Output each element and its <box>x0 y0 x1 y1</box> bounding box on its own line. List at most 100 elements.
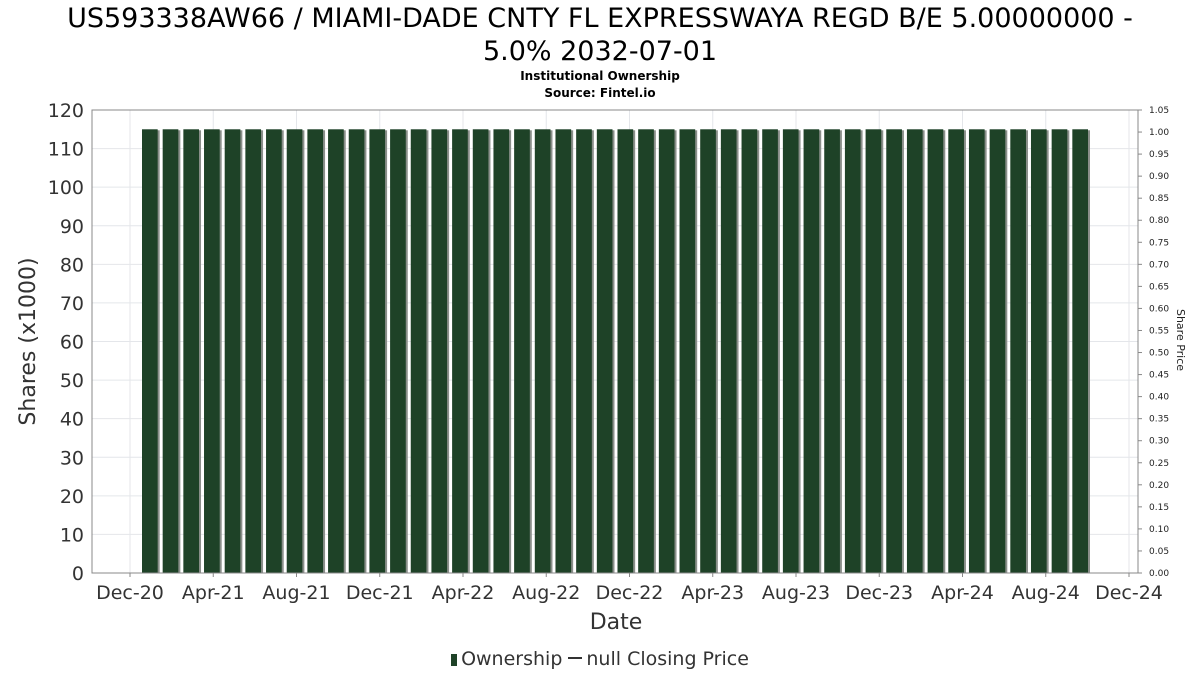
bar <box>245 129 262 573</box>
y-tick-label: 40 <box>60 409 84 431</box>
y2-tick-label: 0.70 <box>1149 260 1169 270</box>
y-tick-label: 20 <box>60 486 84 508</box>
y2-tick-label: 0.35 <box>1149 415 1169 425</box>
bar <box>369 129 386 573</box>
bar <box>431 129 448 573</box>
x-tick-label: Dec-23 <box>845 582 913 604</box>
y2-tick-label: 1.05 <box>1149 106 1169 116</box>
bar <box>989 129 1006 573</box>
y2-tick-label: 1.00 <box>1149 128 1169 138</box>
x-tick-label: Aug-24 <box>1012 582 1080 604</box>
bar <box>410 129 427 573</box>
chart-title-line1: US593338AW66 / MIAMI-DADE CNTY FL EXPRES… <box>67 3 1133 34</box>
legend-ownership-label: Ownership <box>461 648 563 670</box>
x-tick-label: Aug-23 <box>762 582 830 604</box>
y2-tick-label: 0.20 <box>1149 481 1169 491</box>
x-tick-label: Aug-21 <box>262 582 330 604</box>
legend-price-label: null Closing Price <box>586 648 749 670</box>
legend-ownership-swatch <box>451 654 458 666</box>
x-axis-label: Date <box>590 610 643 635</box>
y-tick-label: 70 <box>60 293 84 315</box>
y2-tick-label: 0.40 <box>1149 393 1169 403</box>
bar <box>493 129 510 573</box>
bar <box>1072 129 1088 573</box>
bar <box>266 129 282 573</box>
x-tick-label: Aug-22 <box>512 582 580 604</box>
bar <box>844 129 861 573</box>
bar <box>534 129 551 573</box>
chart-legend: Ownership null Closing Price <box>0 648 1200 670</box>
y-tick-label: 100 <box>48 177 84 199</box>
bar <box>906 129 923 573</box>
bar <box>700 129 716 573</box>
bar <box>162 129 179 573</box>
y2-tick-label: 0.55 <box>1149 326 1169 336</box>
bar <box>638 129 654 573</box>
y-axis-label: Shares (x1000) <box>16 257 41 425</box>
x-tick-label: Apr-21 <box>182 582 245 604</box>
y2-tick-label: 0.60 <box>1149 304 1169 314</box>
bar <box>617 129 634 573</box>
y2-tick-label: 0.15 <box>1149 503 1169 513</box>
bar <box>886 129 902 573</box>
x-tick-label: Apr-24 <box>931 582 994 604</box>
y-tick-label: 120 <box>48 100 84 122</box>
y-tick-label: 10 <box>60 524 84 546</box>
bar <box>968 129 985 573</box>
bar <box>782 129 799 573</box>
bar <box>865 129 882 573</box>
x-tick-label: Apr-22 <box>432 582 495 604</box>
y-tick-label: 90 <box>60 216 84 238</box>
y-tick-label: 80 <box>60 254 84 276</box>
bar <box>328 129 344 573</box>
bar <box>204 129 220 573</box>
bar <box>286 129 303 573</box>
chart-source: Source: Fintel.io <box>544 86 656 100</box>
bar <box>1030 129 1047 573</box>
bar <box>348 129 365 573</box>
chart-title: US593338AW66 / MIAMI-DADE CNTY FL EXPRES… <box>0 2 1200 68</box>
y2-tick-label: 0.10 <box>1149 525 1169 535</box>
bar <box>1051 129 1068 573</box>
bar <box>142 129 158 573</box>
x-tick-label: Dec-22 <box>596 582 664 604</box>
bar <box>948 129 964 573</box>
y2-tick-label: 0.95 <box>1149 150 1169 160</box>
y-tick-label: 110 <box>48 139 84 161</box>
bar <box>576 129 592 573</box>
bar <box>803 129 820 573</box>
bar <box>658 129 675 573</box>
y2-tick-label: 0.50 <box>1149 349 1169 359</box>
bar <box>824 129 840 573</box>
bar <box>390 129 406 573</box>
bar <box>720 129 737 573</box>
x-tick-label: Dec-24 <box>1095 582 1163 604</box>
bar <box>1010 129 1026 573</box>
chart-title-line2: 5.0% 2032-07-01 <box>482 36 718 67</box>
bar <box>183 129 200 573</box>
bar <box>762 129 778 573</box>
y2-tick-label: 0.75 <box>1149 238 1169 248</box>
x-tick-label: Dec-21 <box>346 582 414 604</box>
x-tick-label: Apr-23 <box>681 582 744 604</box>
legend-price-line <box>568 657 583 659</box>
bar <box>679 129 696 573</box>
y2-tick-label: 0.90 <box>1149 172 1169 182</box>
bar <box>307 129 324 573</box>
y-tick-label: 60 <box>60 332 84 354</box>
y-tick-label: 30 <box>60 447 84 469</box>
y2-tick-label: 0.30 <box>1149 437 1169 447</box>
bar <box>472 129 489 573</box>
plot-border <box>91 109 1139 574</box>
bar <box>741 129 758 573</box>
y2-tick-label: 0.45 <box>1149 371 1169 381</box>
bar <box>927 129 944 573</box>
y2-tick-label: 0.00 <box>1149 569 1169 579</box>
x-tick-label: Dec-20 <box>96 582 164 604</box>
y-tick-label: 0 <box>72 563 84 585</box>
y2-tick-label: 0.05 <box>1149 547 1169 557</box>
y2-tick-label: 0.25 <box>1149 459 1169 469</box>
y-tick-label: 50 <box>60 370 84 392</box>
y2-tick-label: 0.85 <box>1149 194 1169 204</box>
